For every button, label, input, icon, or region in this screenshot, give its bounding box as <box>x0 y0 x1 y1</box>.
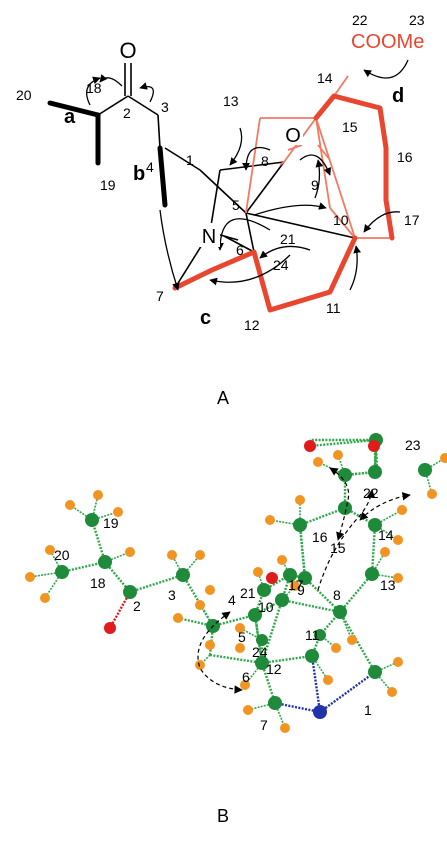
num-b-1: 1 <box>364 702 372 718</box>
num-a-8: 8 <box>261 153 269 169</box>
bond-labels: a b c d <box>64 85 404 329</box>
num-a-20: 20 <box>16 87 32 103</box>
num-b-13: 13 <box>380 577 396 593</box>
panel-a-numbers: 1 2 3 4 5 6 7 8 9 10 11 12 13 14 15 16 1… <box>16 12 425 333</box>
panel-b-cn-bond-2 <box>319 671 376 713</box>
num-a-18: 18 <box>86 80 102 96</box>
panel-a-atoms: O O N COOMe <box>118 31 424 248</box>
carbons <box>55 433 432 710</box>
num-a-17: 17 <box>404 212 420 228</box>
ester-label: COOMe <box>351 31 424 53</box>
num-a-9: 9 <box>311 177 319 193</box>
num-b-19: 19 <box>103 515 119 531</box>
panel-b-carbonyl-oxygen <box>304 440 316 452</box>
num-b-2: 2 <box>133 598 141 614</box>
num-b-6: 6 <box>242 669 250 685</box>
num-a-11: 11 <box>326 300 341 316</box>
num-a-6: 6 <box>236 242 244 258</box>
num-a-22: 22 <box>352 12 368 28</box>
num-b-23: 23 <box>405 437 421 453</box>
bond-label-d: d <box>392 85 404 107</box>
nitrogen-label: N <box>202 226 216 248</box>
num-a-5: 5 <box>232 197 240 213</box>
bond-label-c: c <box>200 307 211 329</box>
num-a-4: 4 <box>146 159 154 175</box>
num-b-20: 20 <box>54 547 70 563</box>
noe-arrows <box>197 467 411 694</box>
panel-b-nitrogen <box>313 705 327 719</box>
num-b-21: 21 <box>240 585 256 601</box>
panel-b-label: B <box>217 806 229 826</box>
panel-b-numbers: 1 2 3 4 5 6 7 8 9 10 11 12 13 14 15 16 1… <box>54 437 421 733</box>
panel-b-cn-bond-3 <box>274 701 321 714</box>
panel-b-cn-bond <box>310 655 322 713</box>
num-a-15: 15 <box>342 119 358 135</box>
panel-b-cc-bonds <box>61 470 377 704</box>
num-a-19: 19 <box>100 177 116 193</box>
num-a-24: 24 <box>273 257 289 273</box>
num-b-12: 12 <box>266 661 282 677</box>
num-a-13: 13 <box>223 93 239 109</box>
panel-b-ester-oxygen <box>368 440 380 452</box>
panel-a-label: A <box>217 388 229 408</box>
num-b-22: 22 <box>363 485 379 501</box>
num-a-12: 12 <box>244 317 260 333</box>
num-a-14: 14 <box>317 70 333 86</box>
num-b-5: 5 <box>238 629 246 645</box>
num-a-16: 16 <box>397 149 413 165</box>
panel-b-model <box>25 433 447 733</box>
num-b-16: 16 <box>312 529 328 545</box>
panel-b-bridge-oxygen <box>266 572 278 584</box>
ketone-oxygen-label: O <box>119 38 136 63</box>
num-a-2: 2 <box>123 105 131 121</box>
bold-bonds-ab <box>47 100 168 208</box>
bond-label-b: b <box>133 163 145 185</box>
num-b-15: 15 <box>330 540 346 556</box>
num-b-24: 24 <box>252 644 268 660</box>
bond-label-a: a <box>64 106 76 128</box>
num-b-14: 14 <box>378 527 394 543</box>
num-a-10: 10 <box>333 212 349 228</box>
hmbc-arrows <box>86 59 409 291</box>
num-b-3: 3 <box>168 587 176 603</box>
num-a-3: 3 <box>161 99 169 115</box>
num-a-21: 21 <box>280 231 296 247</box>
num-a-23: 23 <box>409 12 425 28</box>
num-b-8: 8 <box>333 587 341 603</box>
num-b-9: 9 <box>297 582 305 598</box>
num-b-17: 17 <box>288 577 304 593</box>
panel-b-ketone-oxygen <box>104 622 116 634</box>
num-a-7: 7 <box>156 288 164 304</box>
num-b-7: 7 <box>260 717 268 733</box>
num-b-18: 18 <box>90 575 106 591</box>
bridge-oxygen-label: O <box>285 125 301 147</box>
bold-bonds-cd <box>172 93 395 313</box>
num-b-10: 10 <box>258 599 274 615</box>
num-b-11: 11 <box>305 627 320 643</box>
num-a-1: 1 <box>186 152 194 168</box>
num-b-4: 4 <box>228 592 236 608</box>
